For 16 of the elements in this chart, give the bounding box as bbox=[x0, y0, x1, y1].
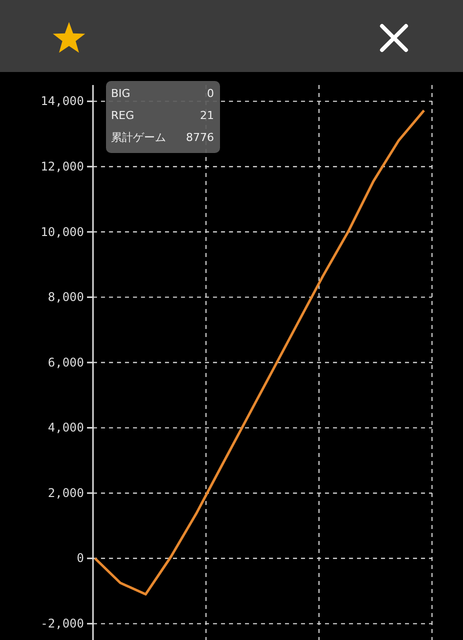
annotation: REG bbox=[111, 109, 134, 122]
y-tick-label: 14,000 bbox=[40, 94, 84, 108]
y-tick-label: -2,000 bbox=[40, 616, 84, 631]
annotation: BIG bbox=[111, 87, 130, 100]
y-tick-label: 10,000 bbox=[40, 224, 84, 239]
y-tick-label: 2,000 bbox=[48, 486, 84, 500]
y-tick-label: 8,000 bbox=[48, 290, 84, 304]
y-tick-label: 4,000 bbox=[48, 420, 84, 435]
y-tick-label: 6,000 bbox=[48, 355, 84, 370]
y-tick-label: 12,000 bbox=[40, 159, 84, 174]
annotation: 累計ゲーム bbox=[111, 131, 166, 144]
annotation: 0 bbox=[207, 87, 214, 100]
y-tick-label: 0 bbox=[76, 551, 84, 566]
line-series bbox=[94, 109, 426, 596]
annotation: 8776 bbox=[186, 131, 214, 144]
annotation: 21 bbox=[200, 109, 214, 122]
